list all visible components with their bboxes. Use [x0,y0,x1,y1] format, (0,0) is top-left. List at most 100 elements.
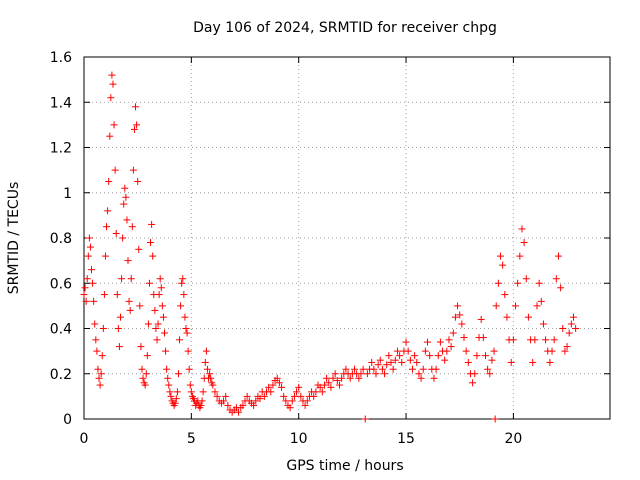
data-point [142,370,150,378]
data-point [443,347,451,355]
data-point [107,94,115,102]
data-point [413,358,421,366]
data-point [346,374,354,382]
data-point [127,275,135,283]
data-point [507,358,515,366]
data-point [280,392,288,400]
data-point [122,193,130,201]
data-point [109,80,117,88]
data-point [331,370,339,378]
data-point [378,365,386,373]
data-point [93,347,101,355]
data-point [81,284,89,292]
data-point [198,397,206,405]
y-tick-label: 0.4 [50,322,72,338]
data-points [80,71,580,423]
axis-ticks [83,56,610,420]
data-point [537,297,545,305]
data-point [84,252,92,260]
data-point [134,177,142,185]
data-point [520,239,528,247]
data-point [524,313,532,321]
data-point [197,401,205,409]
data-point [357,370,365,378]
data-point [156,275,164,283]
data-point [269,381,277,389]
data-point [252,397,260,405]
data-point [411,352,419,360]
data-point [203,365,211,373]
data-point [570,313,578,321]
data-point [126,306,134,314]
data-point [565,329,573,337]
data-point [113,291,121,299]
data-point [114,325,122,332]
data-point [402,338,410,346]
data-point [473,352,481,360]
data-point [355,374,363,382]
data-point [167,392,175,400]
data-point [430,374,438,382]
x-tick-label: 0 [80,431,89,447]
data-point [182,325,190,332]
data-point [372,370,380,378]
data-point [179,275,187,283]
data-point [310,392,318,400]
data-point [329,374,337,382]
data-point [143,352,151,360]
y-axis-label: SRMTID / TECUs [6,182,22,295]
data-point [479,334,487,342]
data-point [110,121,118,129]
data-point [152,325,160,332]
data-point [546,358,554,366]
data-point [529,358,537,366]
data-point [531,336,539,344]
data-point [267,388,275,396]
data-point [119,234,127,242]
y-tick-label: 1.2 [50,141,72,157]
gridlines [84,57,610,419]
data-point [85,234,93,242]
data-point [201,358,209,366]
data-point [518,225,526,233]
data-point [173,388,181,396]
data-point [462,347,470,355]
data-point [342,365,350,373]
data-point [207,374,215,382]
data-point [133,121,141,129]
data-point [361,415,369,423]
data-point [492,302,500,310]
data-point [161,329,169,337]
data-point [559,325,567,332]
data-point [449,329,457,337]
x-tick-labels: 0 5 10 15 20 [80,431,523,447]
data-point [278,383,286,391]
data-point [103,223,111,231]
data-point [166,388,174,396]
data-point [162,347,170,355]
data-point [391,356,399,364]
data-point [293,388,301,396]
data-point [108,71,116,79]
data-point [370,365,378,373]
data-point [137,343,145,351]
data-point [282,397,290,405]
data-point [454,302,462,310]
data-point [211,388,219,396]
data-point [135,245,143,253]
data-point [139,374,147,382]
data-point [447,343,455,351]
data-point [557,284,565,292]
data-point [316,383,324,391]
data-point [118,275,126,283]
y-tick-label: 1.6 [50,50,72,66]
data-point [376,356,384,364]
data-point [100,291,108,299]
data-point [338,374,346,382]
y-tick-label: 0.6 [50,276,72,292]
data-point [490,347,498,355]
data-point [82,297,90,305]
data-point [318,388,326,396]
data-point [116,313,124,321]
